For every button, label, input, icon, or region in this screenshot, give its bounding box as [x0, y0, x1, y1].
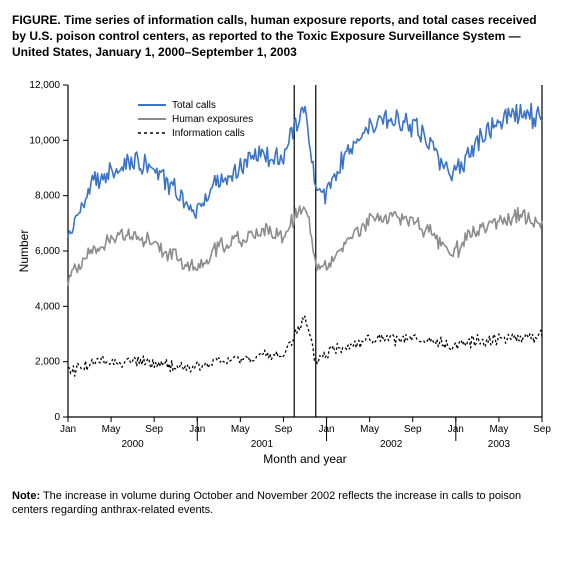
svg-text:0: 0	[54, 412, 60, 423]
chart-svg: 0 2,000 4,000 6,000 8,000 10,000 12,000 Jan May S…	[12, 75, 552, 475]
svg-text:2001: 2001	[251, 439, 274, 450]
svg-text:Jan: Jan	[60, 424, 76, 435]
svg-text:4,000: 4,000	[35, 301, 60, 312]
svg-text:10,000: 10,000	[29, 135, 60, 146]
note-text: The increase in volume during October an…	[12, 490, 521, 517]
svg-text:Jan: Jan	[448, 424, 464, 435]
svg-text:May: May	[360, 424, 379, 435]
svg-text:Number: Number	[17, 229, 31, 272]
svg-text:2002: 2002	[380, 439, 403, 450]
svg-text:2000: 2000	[122, 439, 145, 450]
time-series-chart: 0 2,000 4,000 6,000 8,000 10,000 12,000 Jan May S…	[12, 75, 552, 475]
svg-text:Sep: Sep	[145, 424, 163, 435]
svg-text:12,000: 12,000	[29, 80, 60, 91]
svg-text:Total calls: Total calls	[172, 100, 216, 111]
figure-title: FIGURE. Time series of information calls…	[12, 12, 551, 61]
svg-text:Sep: Sep	[533, 424, 551, 435]
svg-text:8,000: 8,000	[35, 190, 60, 201]
svg-text:Sep: Sep	[404, 424, 422, 435]
svg-text:Jan: Jan	[189, 424, 205, 435]
svg-text:May: May	[102, 424, 121, 435]
svg-text:6,000: 6,000	[35, 246, 60, 257]
svg-text:2,000: 2,000	[35, 356, 60, 367]
svg-text:May: May	[489, 424, 508, 435]
svg-text:Human exposures: Human exposures	[172, 114, 253, 125]
svg-text:Jan: Jan	[318, 424, 334, 435]
svg-text:May: May	[231, 424, 250, 435]
svg-text:Month and year: Month and year	[263, 452, 346, 466]
svg-text:Information calls: Information calls	[172, 128, 245, 139]
svg-text:2003: 2003	[488, 439, 511, 450]
note-label: Note:	[12, 490, 40, 502]
svg-text:Sep: Sep	[275, 424, 293, 435]
figure-note: Note: The increase in volume during Octo…	[12, 489, 551, 519]
